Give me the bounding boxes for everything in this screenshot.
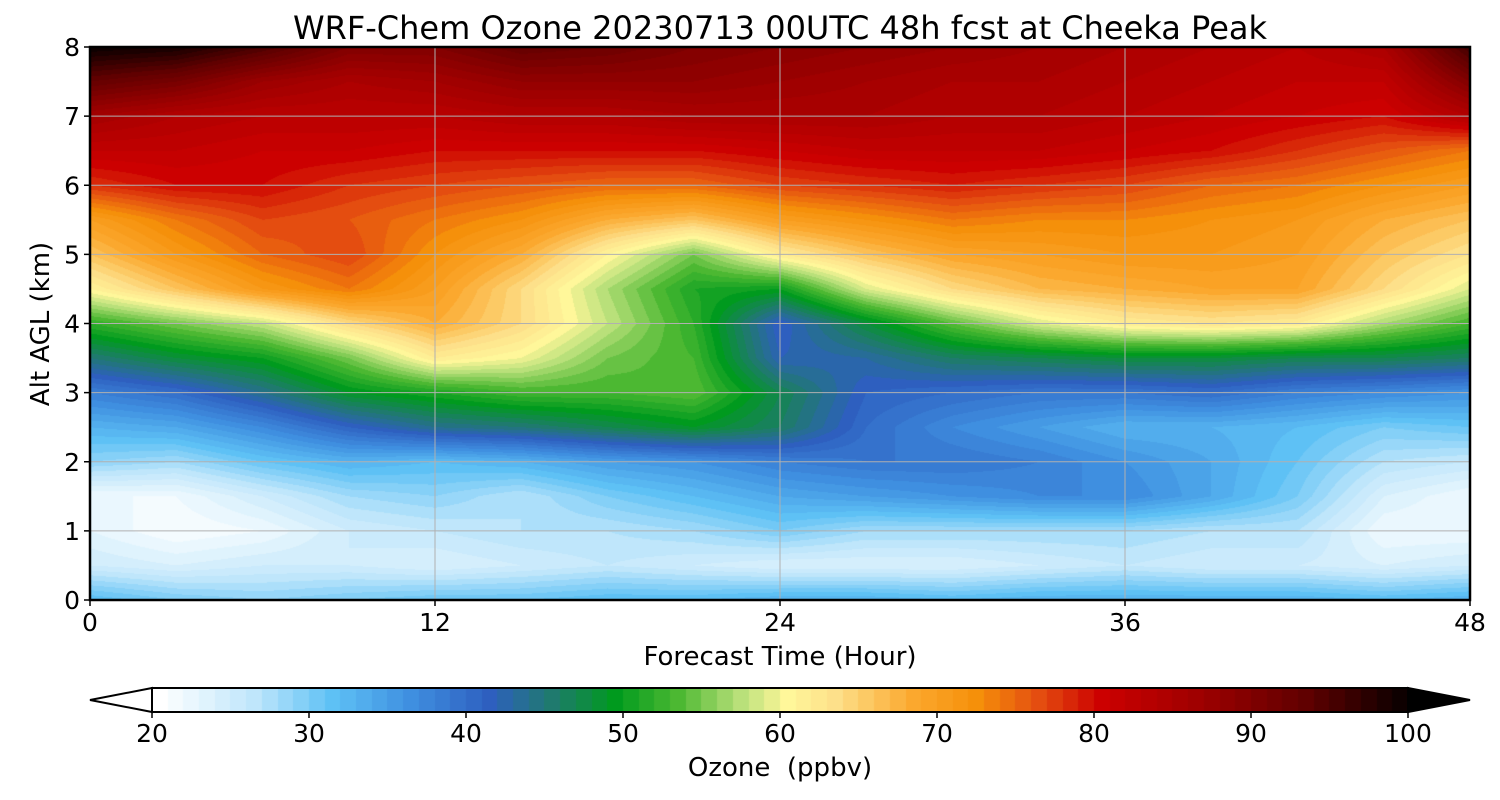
y-tick-label: 6 [64,171,80,200]
y-axis: 0 1 2 3 4 5 6 7 8 [64,33,90,615]
x-axis: 0 12 24 36 48 [82,600,1486,637]
y-tick-label: 5 [64,240,80,269]
colorbar-tick-label: 70 [921,719,953,748]
y-tick-label: 3 [64,379,80,408]
colorbar-tick-label: 20 [136,719,168,748]
x-tick-label: 12 [419,608,451,637]
x-tick-label: 0 [82,608,98,637]
y-tick-label: 8 [64,33,80,62]
colorbar-extend-high [1407,686,1471,714]
y-axis-label: Alt AGL (km) [26,242,56,406]
colorbar-tick-label: 90 [1235,719,1267,748]
chart-title: WRF-Chem Ozone 20230713 00UTC 48h fcst a… [293,9,1268,47]
x-tick-label: 36 [1109,608,1141,637]
colorbar-tick-label: 50 [607,719,639,748]
colorbar-label: Ozone (ppbv) [688,753,872,783]
x-tick-label: 24 [764,608,796,637]
x-axis-label: Forecast Time (Hour) [643,642,916,672]
y-tick-label: 7 [64,102,80,131]
colorbar-tick-label: 60 [764,719,796,748]
colorbar-extend-low [89,686,153,714]
y-tick-label: 2 [64,448,80,477]
colorbar-ticks: 20 30 40 50 60 70 80 90 100 [136,712,1432,748]
colorbar-gradient [152,688,1408,712]
colorbar-tick-label: 30 [293,719,325,748]
colorbar-tick-label: 80 [1078,719,1110,748]
x-tick-label: 48 [1454,608,1486,637]
y-tick-label: 0 [64,586,80,615]
y-tick-label: 1 [64,517,80,546]
colorbar: 20 30 40 50 60 70 80 90 100 [89,686,1471,748]
colorbar-tick-label: 40 [450,719,482,748]
y-tick-label: 4 [64,310,80,339]
colorbar-tick-label: 100 [1384,719,1432,748]
